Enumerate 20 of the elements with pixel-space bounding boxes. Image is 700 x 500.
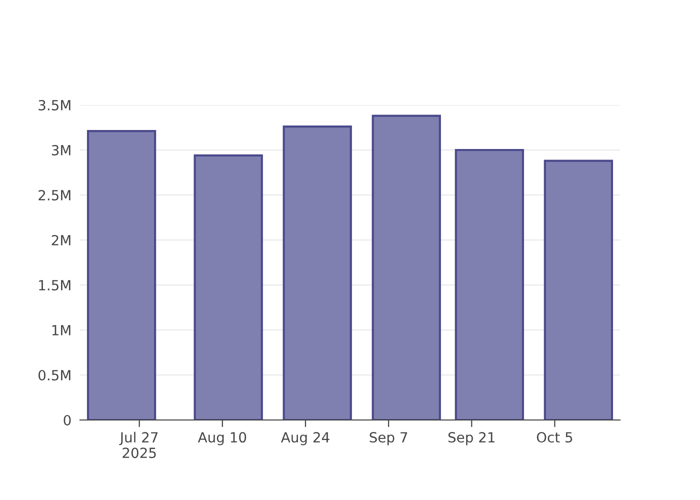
- x-tick-label: Oct 5: [536, 432, 572, 443]
- y-tick-label: 1.5M: [39, 280, 70, 290]
- bar: [194, 154, 263, 420]
- y-tick-label: 2M: [52, 234, 70, 246]
- x-tick-label: Aug 24: [281, 432, 330, 446]
- bar: [372, 114, 441, 420]
- y-tick-label: 3.5M: [38, 100, 70, 110]
- x-tick-label: Jul 27 2025: [119, 432, 158, 458]
- bar: [544, 160, 614, 420]
- x-tick-label: Aug 10: [198, 432, 246, 446]
- x-tick-label: Sep 21: [448, 432, 494, 446]
- y-tick-label: 3M: [52, 144, 70, 156]
- y-tick-label: 0.5M: [38, 370, 70, 380]
- y-tick-label: 2.5M: [38, 190, 70, 200]
- y-tick-label: 0: [64, 414, 71, 426]
- bar: [282, 126, 352, 420]
- bar: [454, 148, 524, 420]
- y-tick-label: 1M: [52, 325, 70, 336]
- x-tick-label: Sep 7: [370, 432, 408, 446]
- bar: [86, 130, 156, 420]
